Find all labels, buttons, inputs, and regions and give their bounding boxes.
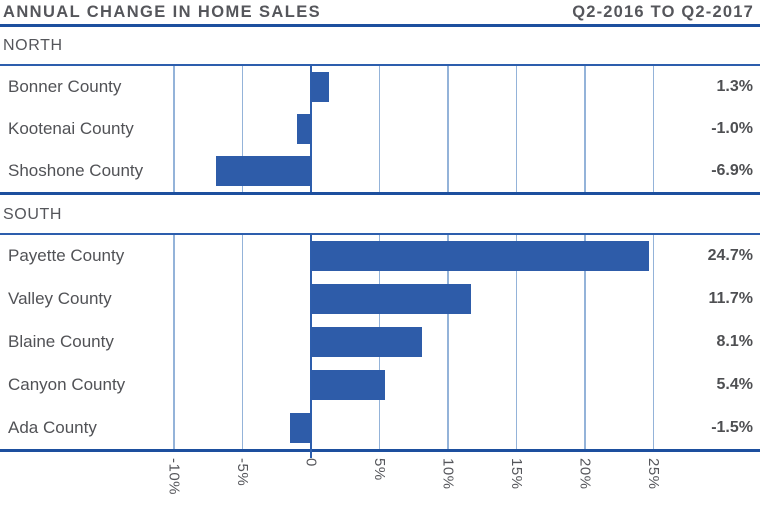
row-label-shoshone: Shoshone County: [8, 161, 144, 180]
chart-row-bonner: Bonner County 1.3%: [0, 66, 760, 108]
row-label-valley: Valley County: [8, 289, 112, 309]
row-label-ada: Ada County: [8, 417, 97, 437]
chart-row-shoshone: Shoshone County -6.9%: [0, 150, 760, 192]
gridline: [447, 235, 449, 449]
row-label-canyon: Canyon County: [8, 374, 126, 394]
chart-row-kootenai: Kootenai County -1.0%: [0, 108, 760, 150]
x-tick-label: 0: [302, 458, 320, 467]
gridline: [515, 66, 517, 192]
gridline: [241, 66, 243, 192]
chart-row-ada: Ada County -1.5%: [0, 406, 760, 449]
row-label-payette: Payette County: [8, 246, 125, 266]
row-value-canyon: 5.4%: [716, 375, 753, 393]
bar-kootenai-county: [297, 114, 311, 144]
row-label-blaine: Blaine County: [8, 331, 114, 351]
gridline: [515, 235, 517, 449]
bar-ada-county: [290, 412, 311, 443]
gridline: [173, 235, 175, 449]
gridline: [584, 66, 586, 192]
x-tick-label: 20%: [576, 458, 594, 490]
row-value-shoshone: -6.9%: [711, 162, 753, 179]
row-value-valley: 11.7%: [708, 290, 753, 308]
chart-row-payette: Payette County 24.7%: [0, 235, 760, 278]
chart-row-blaine: Blaine County 8.1%: [0, 321, 760, 364]
x-tick-label: -10%: [165, 458, 183, 496]
gridline: [173, 66, 175, 192]
bar-bonner-county: [311, 72, 329, 102]
row-value-blaine: 8.1%: [716, 332, 753, 350]
gridline: [652, 66, 654, 192]
chart-period: Q2-2016 TO Q2-2017: [572, 3, 754, 21]
gridline: [241, 235, 243, 449]
gridlines-north: [0, 66, 760, 192]
bar-canyon-county: [311, 369, 385, 400]
row-value-kootenai: -1.0%: [711, 120, 753, 137]
header-divider: [0, 24, 760, 27]
x-tick-label: 25%: [645, 458, 662, 490]
gridline: [378, 66, 380, 192]
section-label-south: SOUTH: [3, 206, 62, 223]
row-value-ada: -1.5%: [711, 418, 753, 436]
zero-axis-line: [310, 66, 312, 192]
gridline: [652, 235, 654, 449]
x-tick-label: -5%: [234, 458, 251, 487]
section-label-north: NORTH: [3, 37, 63, 54]
bar-blaine-county: [311, 326, 422, 357]
x-tick-label: 15%: [508, 458, 525, 490]
chart-row-canyon: Canyon County 5.4%: [0, 363, 760, 406]
zero-tick-mark: [310, 449, 312, 458]
x-tick-label: 5%: [371, 458, 388, 481]
row-label-bonner: Bonner County: [8, 77, 122, 96]
x-axis: -10% -5% 0 5% 10% 15% 20% 25%: [0, 449, 760, 512]
bar-valley-county: [311, 284, 472, 315]
row-value-payette: 24.7%: [707, 247, 753, 265]
bar-payette-county: [311, 241, 650, 272]
x-tick-label: 10%: [439, 458, 457, 490]
chart-section-south: Payette County 24.7% Valley County 11.7%…: [0, 233, 760, 452]
bar-shoshone-county: [216, 156, 311, 186]
chart-row-valley: Valley County 11.7%: [0, 278, 760, 321]
chart-section-north: Bonner County 1.3% Kootenai County -1.0%…: [0, 64, 760, 195]
row-value-bonner: 1.3%: [716, 78, 753, 95]
row-label-kootenai: Kootenai County: [8, 119, 134, 138]
chart-title: ANNUAL CHANGE IN HOME SALES: [3, 3, 322, 21]
gridline: [447, 66, 449, 192]
gridline: [584, 235, 586, 449]
